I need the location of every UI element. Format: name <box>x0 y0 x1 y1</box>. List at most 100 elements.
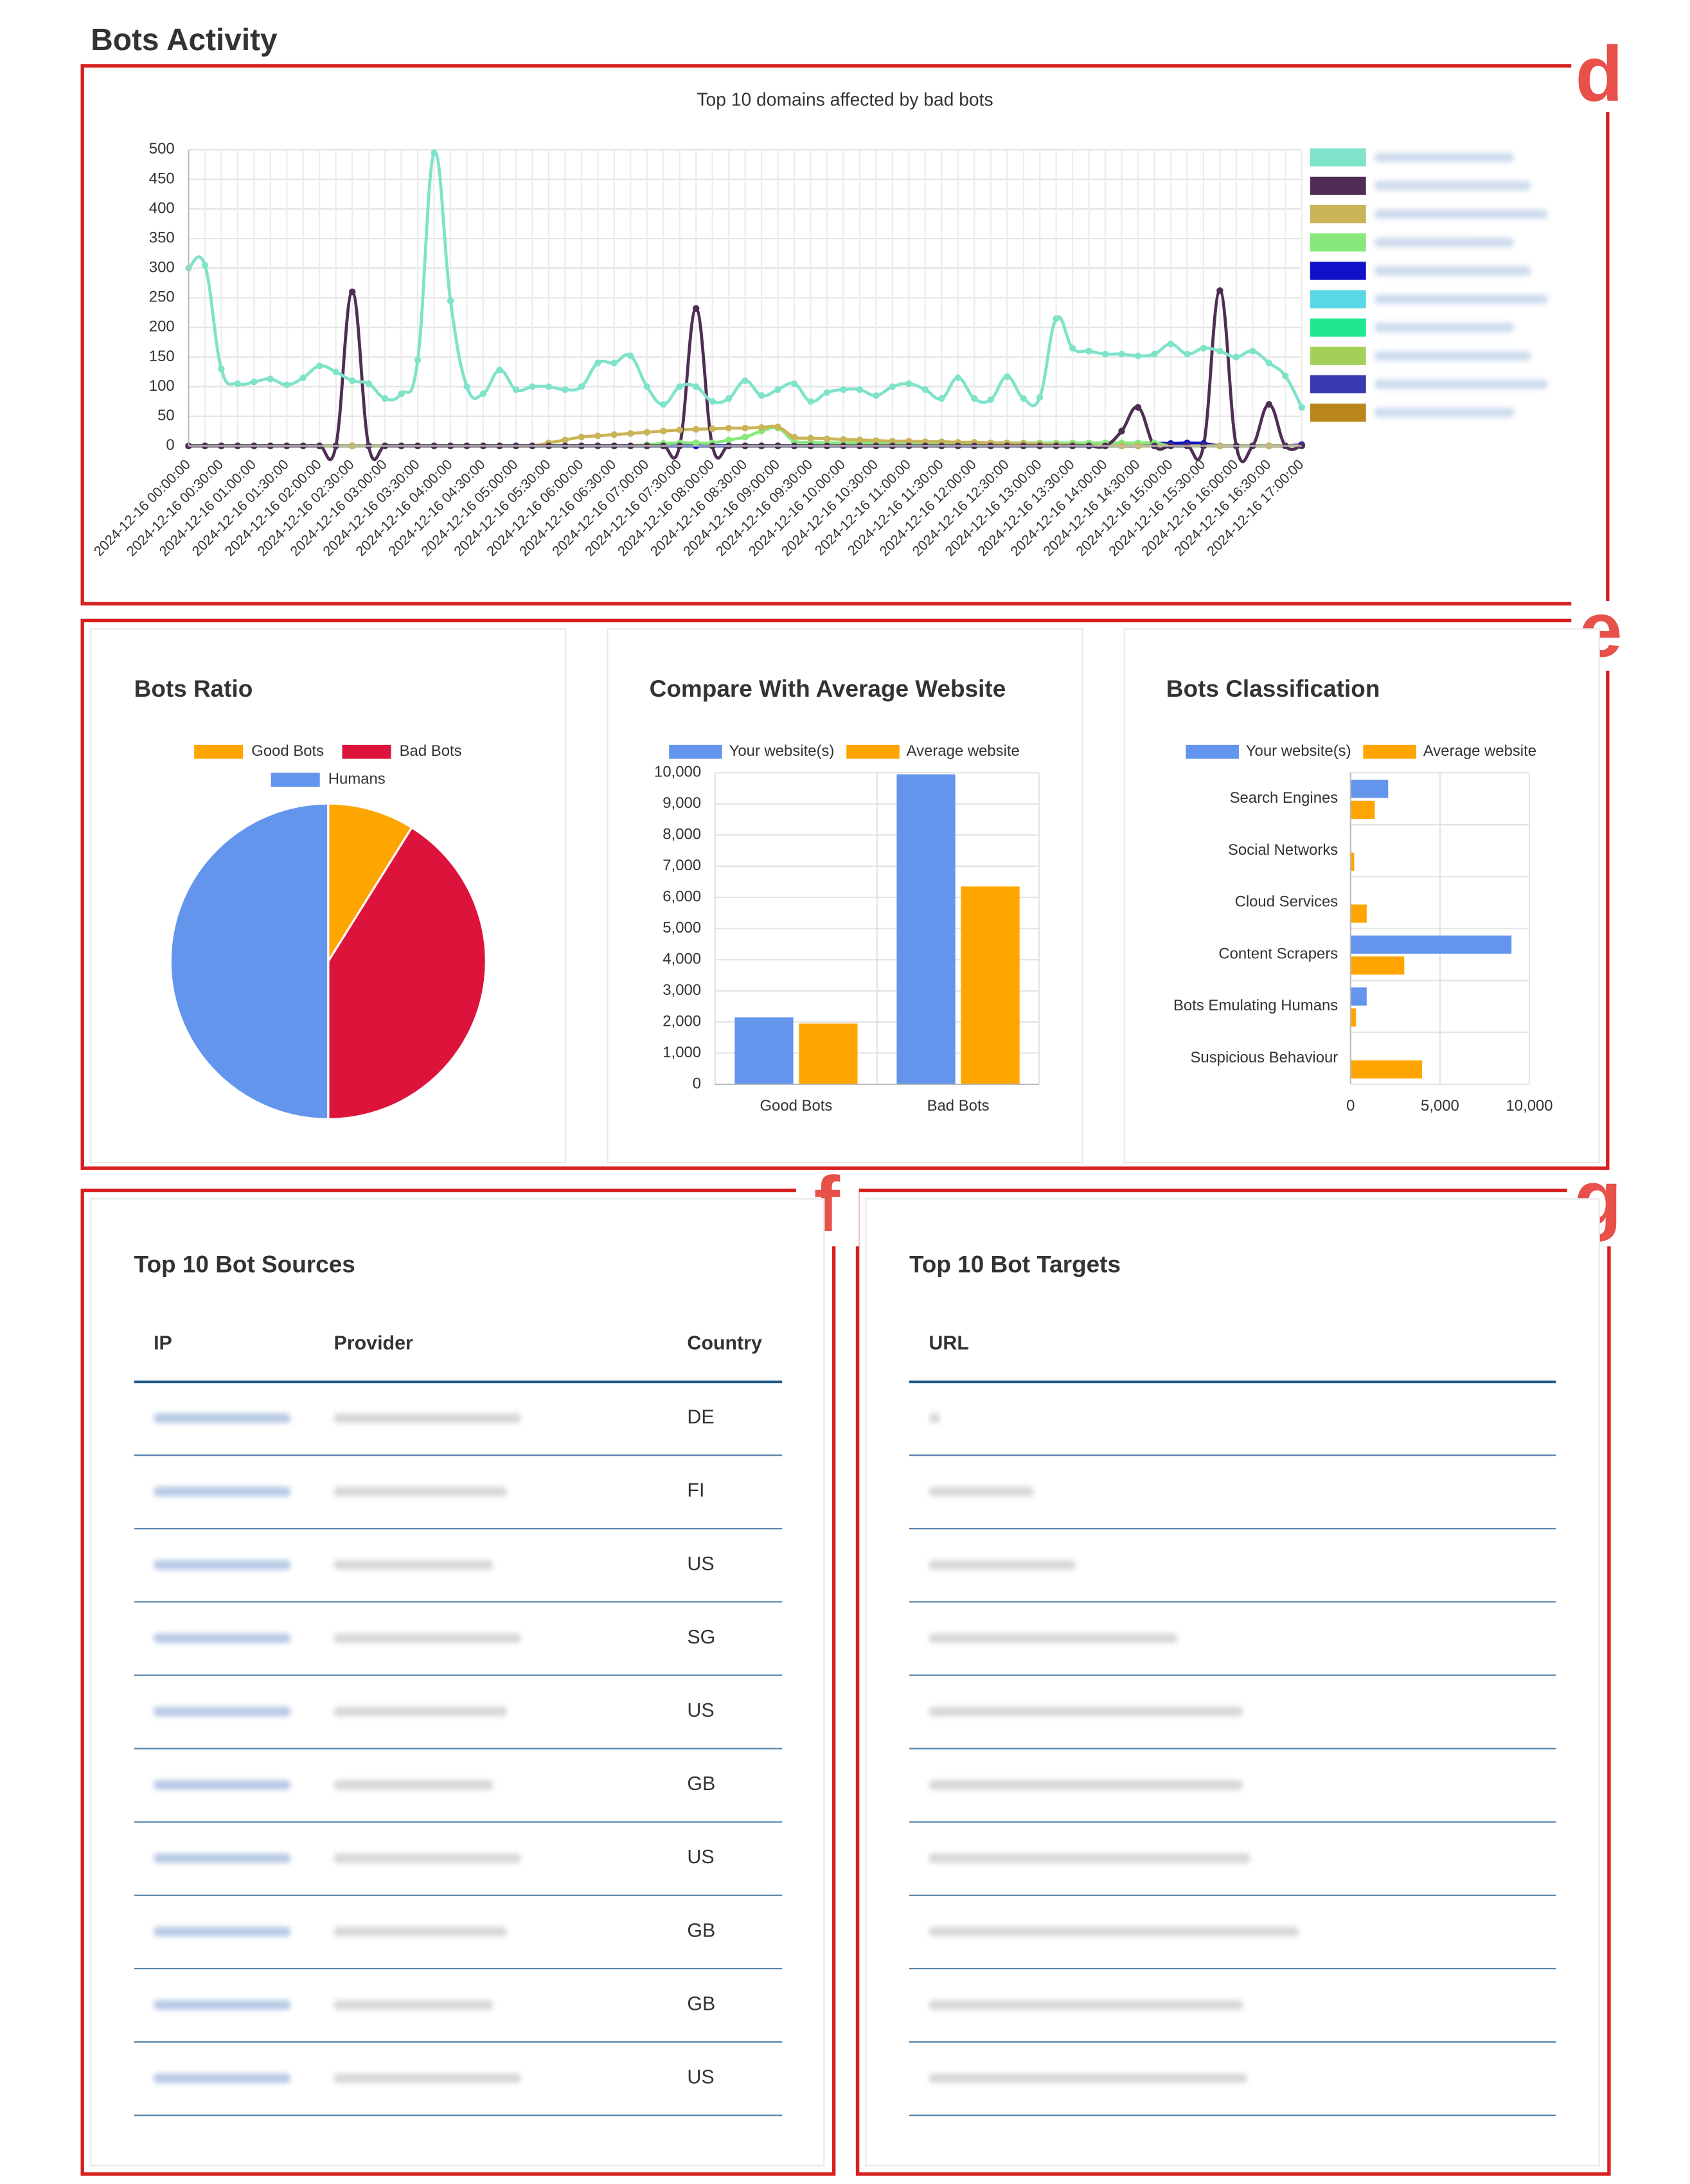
x-tick-label: Bad Bots <box>927 1097 990 1114</box>
y-tick-label: Cloud Services <box>1235 893 1339 911</box>
point <box>692 305 700 312</box>
point <box>1085 348 1092 355</box>
frame-d <box>80 64 1610 606</box>
redacted-text <box>1374 265 1531 276</box>
redacted-text <box>334 1706 507 1717</box>
point <box>447 297 454 305</box>
legend-label: Bad Bots <box>400 742 462 760</box>
point <box>905 380 912 388</box>
legend-label: Average website <box>1423 742 1536 760</box>
point <box>921 386 929 393</box>
bar <box>896 774 956 1085</box>
legend-swatch <box>1186 744 1239 759</box>
point <box>889 438 896 445</box>
point <box>1003 373 1011 380</box>
y-tick-label: 1,000 <box>663 1044 701 1061</box>
point <box>1101 350 1109 358</box>
table-title: Top 10 Bot Sources <box>134 1251 355 1277</box>
point <box>840 436 847 443</box>
redacted-text <box>929 1413 940 1424</box>
y-tick-label: 350 <box>149 229 175 246</box>
bar <box>961 886 1020 1085</box>
point <box>873 437 880 444</box>
point <box>594 432 601 440</box>
table-title: Top 10 Bot Targets <box>909 1251 1121 1277</box>
redacted-text <box>1374 351 1531 361</box>
point <box>348 288 356 296</box>
point <box>1134 404 1142 411</box>
point <box>954 374 961 381</box>
pie-slice <box>327 826 488 1121</box>
point <box>709 425 716 433</box>
point <box>299 374 307 381</box>
legend-swatch <box>1310 346 1366 365</box>
point <box>578 433 585 441</box>
point <box>1216 287 1223 294</box>
point <box>1200 345 1207 352</box>
column-header: IP <box>154 1332 172 1354</box>
card <box>1123 628 1600 1163</box>
point <box>332 368 339 375</box>
point <box>758 424 765 431</box>
redacted-text <box>334 1780 494 1790</box>
y-tick-label: 200 <box>149 318 175 336</box>
point <box>938 395 945 402</box>
redacted-text <box>334 1487 507 1497</box>
redacted-text <box>334 1560 494 1570</box>
point <box>774 386 781 393</box>
point <box>692 383 700 390</box>
bar <box>799 1023 858 1085</box>
legend-swatch <box>1310 375 1366 394</box>
point <box>889 383 896 390</box>
redacted-text <box>334 1926 507 1937</box>
country-cell: SG <box>687 1626 715 1648</box>
redacted-text <box>929 1853 1250 1863</box>
legend-label: Average website <box>907 742 1020 760</box>
legend-label: Humans <box>328 771 386 788</box>
column-header: Country <box>687 1332 762 1354</box>
y-tick-label: 250 <box>149 289 175 306</box>
y-tick-label: 10,000 <box>654 764 701 781</box>
redacted-text <box>929 2000 1243 2010</box>
point <box>856 436 864 443</box>
redacted-text <box>154 1487 291 1497</box>
legend-swatch <box>1310 403 1366 422</box>
y-tick-label: 300 <box>149 259 175 276</box>
redacted-text <box>1374 323 1515 333</box>
point <box>431 149 438 156</box>
y-tick-label: 2,000 <box>663 1012 701 1030</box>
redacted-text <box>154 2073 291 2084</box>
point <box>1053 315 1060 322</box>
point <box>1216 348 1223 355</box>
legend-swatch <box>271 773 320 787</box>
legend-swatch <box>669 744 722 759</box>
point <box>1069 345 1076 352</box>
card <box>865 1198 1600 2167</box>
point <box>742 424 749 432</box>
point <box>790 433 798 441</box>
country-cell: GB <box>687 1992 715 2014</box>
redacted-text <box>154 1926 291 1937</box>
point <box>905 438 912 445</box>
point <box>758 392 765 399</box>
country-cell: US <box>687 1699 714 1721</box>
point <box>692 439 700 447</box>
y-tick-label: 150 <box>149 348 175 365</box>
y-tick-label: 4,000 <box>663 950 701 967</box>
point <box>627 430 634 437</box>
point <box>398 390 405 397</box>
y-tick-label: 100 <box>149 377 175 395</box>
bar <box>1350 987 1367 1006</box>
point <box>725 436 733 443</box>
point <box>1118 427 1125 434</box>
redacted-text <box>154 2000 291 2010</box>
point <box>856 386 864 393</box>
redacted-text <box>929 1487 1034 1497</box>
pie-slice <box>169 802 330 1121</box>
redacted-text <box>929 1633 1178 1643</box>
legend-label: Your website(s) <box>729 742 835 760</box>
point <box>545 383 553 390</box>
point <box>1020 395 1027 402</box>
y-tick-label: Search Engines <box>1230 789 1339 807</box>
chart-title: Bots Ratio <box>134 676 253 702</box>
